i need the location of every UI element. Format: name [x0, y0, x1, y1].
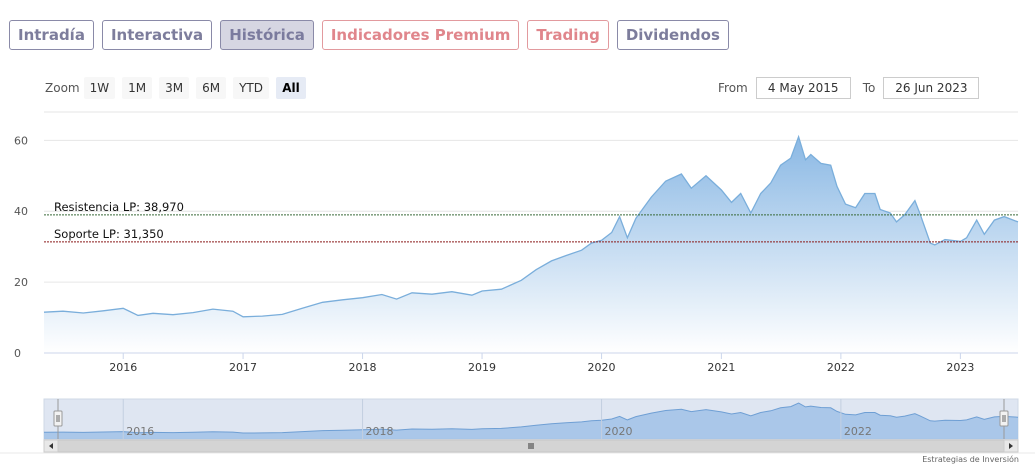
tab-interactiva[interactable]: Interactiva [101, 20, 213, 50]
x-tick-label: 2017 [229, 361, 257, 374]
tab-indicadores-premium[interactable]: Indicadores Premium [321, 20, 520, 50]
date-range: From 4 May 2015 To 26 Jun 2023 [718, 77, 980, 99]
y-tick-label: 20 [14, 276, 28, 289]
resistance-label: Resistencia LP: 38,970 [54, 200, 184, 214]
navigator-right-handle[interactable] [999, 410, 1009, 427]
from-date-input[interactable]: 4 May 2015 [755, 77, 851, 99]
scroll-left-arrow-icon [49, 443, 53, 449]
chart-credit: Estrategias de Inversión [922, 455, 1019, 464]
tab-dividendos[interactable]: Dividendos [616, 20, 729, 50]
tab-trading[interactable]: Trading [527, 20, 609, 50]
navigator-left-handle[interactable] [53, 410, 63, 427]
x-tick-label: 2020 [588, 361, 616, 374]
navigator-tick-label: 2022 [844, 425, 872, 438]
zoom-1w-button[interactable]: 1W [83, 77, 116, 99]
price-chart: 0 20 40 60 Resistencia LP: 38,970 Soporte LP:… [0, 111, 1035, 454]
zoom-3m-button[interactable]: 3M [159, 77, 190, 99]
tab-intradia[interactable]: Intradía [9, 20, 94, 50]
navigator-tick-label: 2018 [366, 425, 394, 438]
y-tick-label: 0 [14, 347, 21, 360]
y-tick-label: 40 [14, 205, 28, 218]
scroll-right-arrow-icon [1009, 443, 1013, 449]
zoom-ytd-button[interactable]: YTD [233, 77, 269, 99]
navigator-area [44, 403, 1018, 439]
x-tick-label: 2023 [946, 361, 974, 374]
x-tick-label: 2022 [827, 361, 855, 374]
chart-tabs: Intradía Interactiva Histórica Indicador… [9, 20, 729, 50]
zoom-6m-button[interactable]: 6M [196, 77, 227, 99]
navigator-tick-label: 2016 [126, 425, 154, 438]
x-tick-label: 2019 [468, 361, 496, 374]
zoom-all-button[interactable]: All [276, 77, 306, 99]
zoom-selector: Zoom 1W 1M 3M 6M YTD All [45, 77, 313, 99]
to-date-input[interactable]: 26 Jun 2023 [883, 77, 980, 99]
tab-historica[interactable]: Histórica [220, 20, 314, 50]
support-label: Soporte LP: 31,350 [54, 227, 164, 241]
y-tick-label: 60 [14, 134, 28, 147]
to-label: To [862, 81, 876, 95]
price-line [43, 134, 1019, 318]
zoom-label: Zoom [45, 81, 80, 95]
navigator-tick-label: 2020 [605, 425, 633, 438]
x-tick-label: 2021 [707, 361, 735, 374]
x-tick-label: 2016 [109, 361, 137, 374]
from-label: From [718, 81, 748, 95]
x-tick-label: 2018 [349, 361, 377, 374]
price-area [44, 136, 1018, 353]
zoom-1m-button[interactable]: 1M [122, 77, 153, 99]
navigator-line [43, 402, 1019, 434]
